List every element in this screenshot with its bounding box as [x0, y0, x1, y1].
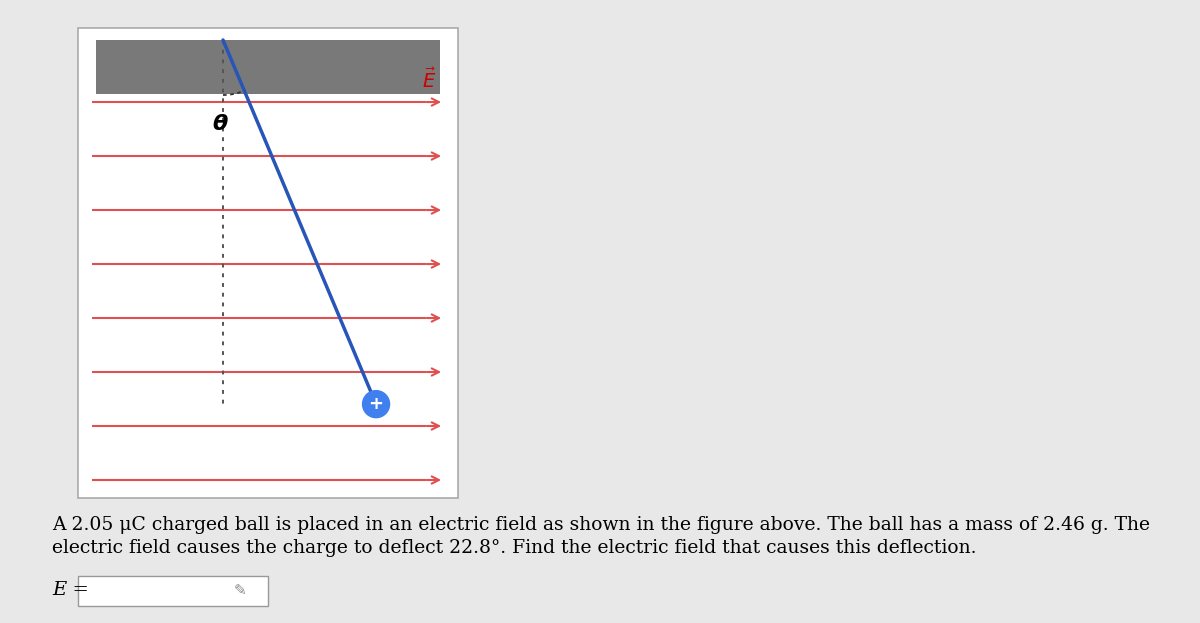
- Text: $\vec{E}$: $\vec{E}$: [422, 68, 436, 92]
- Text: E =: E =: [52, 581, 89, 599]
- Bar: [78, 576, 268, 606]
- Circle shape: [362, 391, 390, 417]
- Text: electric field causes the charge to deflect 22.8°. Find the electric field that : electric field causes the charge to defl…: [52, 539, 977, 557]
- Bar: [96, 40, 440, 94]
- Text: θ: θ: [212, 113, 228, 133]
- Bar: [78, 28, 458, 498]
- Text: +: +: [368, 395, 384, 413]
- Text: ✎: ✎: [234, 584, 246, 599]
- Text: A 2.05 μC charged ball is placed in an electric field as shown in the figure abo: A 2.05 μC charged ball is placed in an e…: [52, 516, 1150, 534]
